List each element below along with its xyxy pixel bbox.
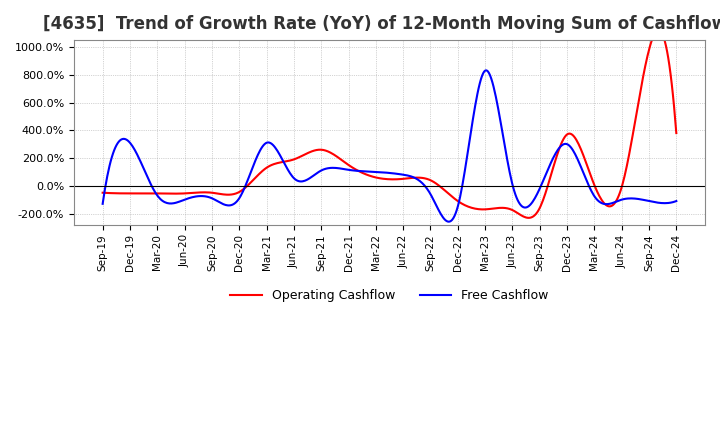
Operating Cashflow [409, 175, 418, 180]
Operating Cashflow [654, 27, 662, 33]
Free Cashflow [571, 151, 580, 157]
Line: Free Cashflow: Free Cashflow [103, 70, 676, 222]
Free Cashflow [371, 169, 379, 175]
Free Cashflow [672, 198, 680, 204]
Free Cashflow [482, 68, 491, 73]
Operating Cashflow [672, 130, 680, 136]
Operating Cashflow [99, 190, 107, 195]
Free Cashflow [444, 219, 453, 224]
Line: Operating Cashflow: Operating Cashflow [103, 30, 676, 218]
Operating Cashflow [570, 134, 578, 139]
Operating Cashflow [660, 39, 669, 44]
Operating Cashflow [525, 215, 534, 220]
Operating Cashflow [374, 176, 383, 181]
Free Cashflow [440, 216, 449, 221]
Operating Cashflow [371, 175, 379, 180]
Free Cashflow [99, 201, 107, 206]
Legend: Operating Cashflow, Free Cashflow: Operating Cashflow, Free Cashflow [225, 284, 554, 307]
Title: [4635]  Trend of Growth Rate (YoY) of 12-Month Moving Sum of Cashflows: [4635] Trend of Growth Rate (YoY) of 12-… [42, 15, 720, 33]
Free Cashflow [374, 169, 383, 175]
Free Cashflow [660, 201, 669, 206]
Free Cashflow [409, 175, 418, 180]
Operating Cashflow [440, 187, 449, 192]
